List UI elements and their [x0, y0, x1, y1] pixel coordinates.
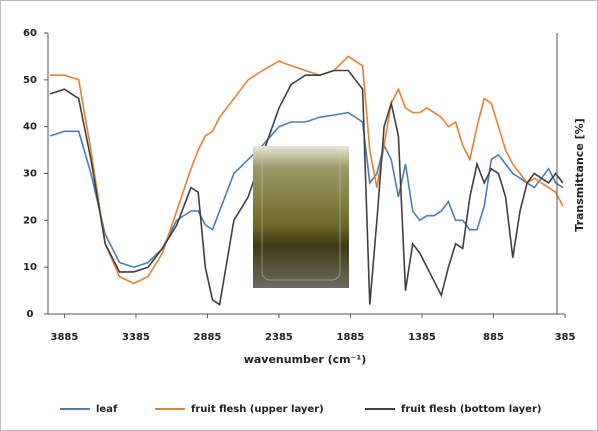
legend-label: fruit flesh (bottom layer) [401, 404, 541, 415]
chart: wavenumber (cm⁻¹) Transmittance [%] 0 10 2… [0, 0, 598, 431]
legend-label: fruit flesh (upper layer) [191, 404, 324, 415]
legend-label: leaf [96, 404, 118, 415]
x-tick-label: 885 [483, 332, 504, 343]
y-tick-label: 50 [23, 75, 37, 86]
x-tick-label: 385 [555, 332, 576, 343]
y-tick-label: 20 [23, 215, 37, 226]
y-tick-label: 40 [23, 122, 37, 133]
x-tick-label: 3885 [51, 332, 79, 343]
y-axis-title: Transmittance [%] [573, 118, 586, 231]
x-tick-label: 1385 [408, 332, 436, 343]
x-tick-label: 2885 [194, 332, 222, 343]
x-tick-label: 2385 [265, 332, 293, 343]
x-tick-label: 1885 [337, 332, 365, 343]
y-tick-label: 30 [23, 169, 37, 180]
y-tick-label: 60 [23, 28, 37, 39]
x-tick-label: 3385 [122, 332, 150, 343]
x-axis-title: wavenumber (cm⁻¹) [244, 353, 367, 366]
y-tick-label: 10 [23, 262, 37, 273]
y-tick-label: 0 [27, 309, 34, 320]
photo [253, 146, 349, 288]
inset-photo [253, 146, 349, 288]
